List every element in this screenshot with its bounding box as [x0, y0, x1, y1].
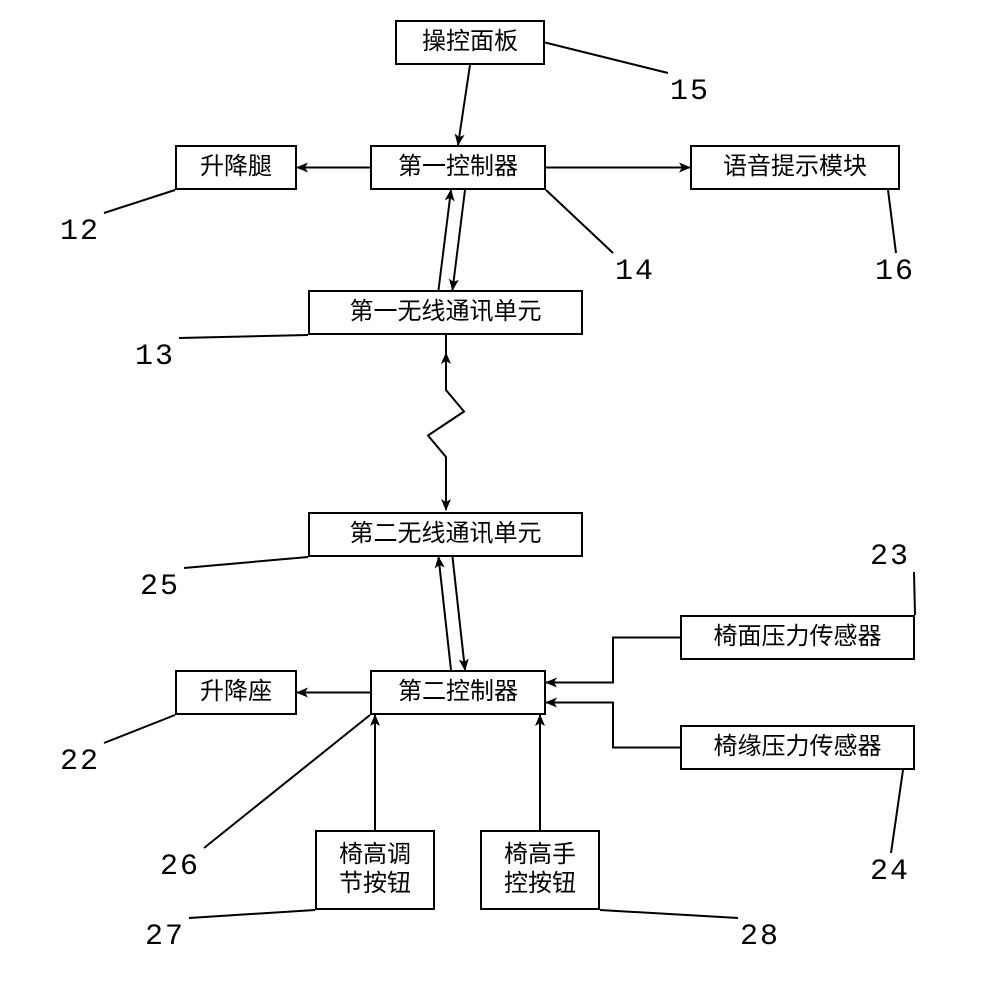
node-n14: 第一控制器: [370, 145, 546, 190]
node-label: 操控面板: [422, 28, 518, 57]
ref-label: 27: [145, 920, 185, 954]
node-n26: 第二控制器: [370, 670, 546, 715]
node-n13: 第一无线通讯单元: [308, 290, 583, 335]
diagram-stage: 操控面板升降腿 第一控制器 语音提示模块第一无线通讯单元第二无线通讯单元升降座 第二控…: [0, 0, 1000, 981]
node-label: 第二无线通讯单元: [350, 520, 542, 549]
node-label: 升降座: [200, 678, 272, 707]
ref-r28: 28: [740, 920, 780, 954]
node-label: 椅缘压力传感器: [714, 733, 882, 762]
node-label: 升降腿: [200, 153, 272, 182]
node-label: 第一控制器: [398, 153, 518, 182]
ref-r15: 15: [670, 75, 710, 109]
node-n25: 第二无线通讯单元: [308, 512, 583, 557]
ref-label: 22: [60, 745, 100, 779]
ref-r12: 12: [60, 215, 100, 249]
ref-r14: 14: [615, 255, 655, 289]
node-n27: 椅高调 节按钮: [315, 830, 435, 910]
node-label: 椅高调 节按钮: [339, 841, 411, 899]
ref-r24: 24: [870, 855, 910, 889]
node-n16: 语音提示模块: [690, 145, 900, 190]
ref-label: 14: [615, 255, 655, 289]
node-n24: 椅缘压力传感器: [680, 725, 915, 770]
ref-r16: 16: [875, 255, 915, 289]
ref-r22: 22: [60, 745, 100, 779]
ref-r26: 26: [160, 850, 200, 884]
ref-label: 13: [135, 340, 175, 374]
ref-label: 16: [875, 255, 915, 289]
ref-label: 23: [870, 540, 910, 574]
ref-r25: 25: [140, 570, 180, 604]
node-n12: 升降腿: [175, 145, 297, 190]
ref-r23: 23: [870, 540, 910, 574]
node-label: 椅高手 控按钮: [504, 841, 576, 899]
ref-label: 15: [670, 75, 710, 109]
node-label: 第一无线通讯单元: [350, 298, 542, 327]
ref-r13: 13: [135, 340, 175, 374]
node-label: 语音提示模块: [723, 153, 867, 182]
node-n28: 椅高手 控按钮: [480, 830, 600, 910]
ref-label: 25: [140, 570, 180, 604]
ref-label: 24: [870, 855, 910, 889]
node-n23: 椅面压力传感器: [680, 615, 915, 660]
ref-r27: 27: [145, 920, 185, 954]
node-n15: 操控面板: [395, 20, 545, 65]
ref-label: 28: [740, 920, 780, 954]
ref-label: 12: [60, 215, 100, 249]
node-label: 椅面压力传感器: [714, 623, 882, 652]
node-n22: 升降座: [175, 670, 297, 715]
ref-label: 26: [160, 850, 200, 884]
node-label: 第二控制器: [398, 678, 518, 707]
